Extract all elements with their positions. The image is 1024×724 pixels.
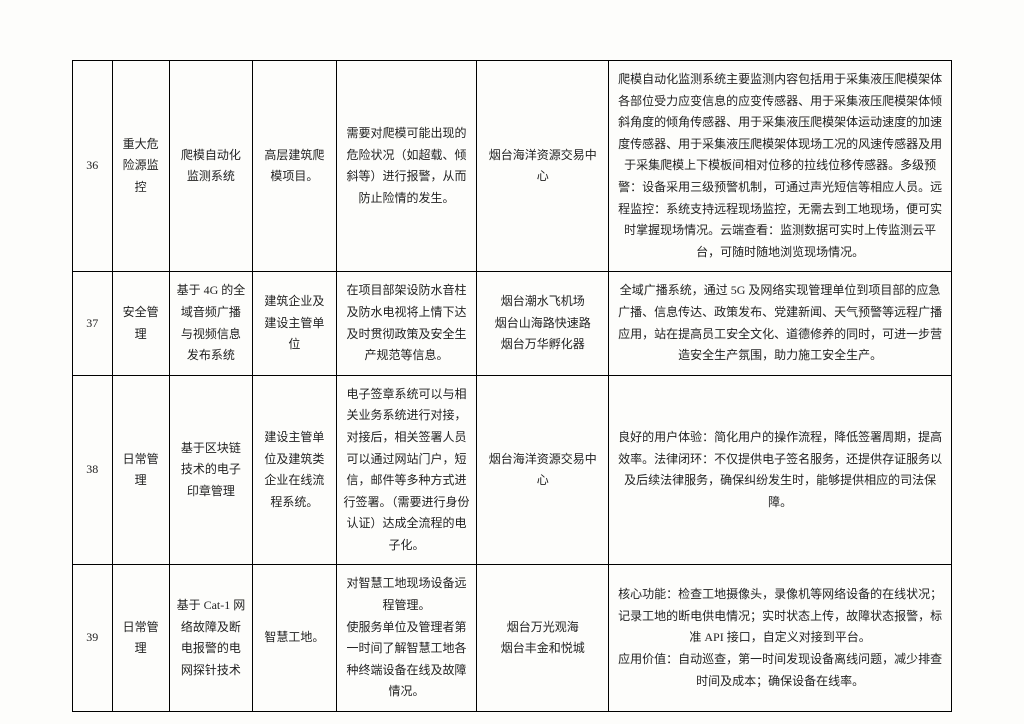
- cell-num: 38: [73, 375, 113, 565]
- table-row: 38 日常管理 基于区块链技术的电子印章管理 建设主管单位及建筑类企业在线流程系…: [73, 375, 952, 565]
- cell-function: 爬模自动化监测系统主要监测内容包括用于采集液压爬模架体各部位受力应变信息的应变传…: [609, 61, 952, 272]
- document-page: 36 重大危险源监控 爬模自动化监测系统 高层建筑爬模项目。 需要对爬模可能出现…: [0, 0, 1024, 724]
- cell-name: 基于 Cat-1 网络故障及断电报警的电网探针技术: [169, 565, 253, 712]
- cell-num: 37: [73, 272, 113, 375]
- cell-num: 36: [73, 61, 113, 272]
- cell-requirement: 需要对爬模可能出现的危险状况（如超载、倾斜等）进行报警，从而防止险情的发生。: [336, 61, 477, 272]
- cell-function: 核心功能：检查工地摄像头，录像机等网络设备的在线状况；记录工地的断电供电情况；实…: [609, 565, 952, 712]
- cell-project: 烟台海洋资源交易中心: [477, 375, 609, 565]
- cell-category: 安全管理: [112, 272, 169, 375]
- cell-project: 烟台海洋资源交易中心: [477, 61, 609, 272]
- cell-category: 重大危险源监控: [112, 61, 169, 272]
- cell-scope: 智慧工地。: [253, 565, 337, 712]
- cell-name: 基于区块链技术的电子印章管理: [169, 375, 253, 565]
- cell-requirement: 在项目部架设防水音柱及防水电视将上情下达及时贯彻政策及安全生产规范等信息。: [336, 272, 477, 375]
- cell-scope: 建筑企业及建设主管单位: [253, 272, 337, 375]
- cell-name: 基于 4G 的全域音频广播与视频信息发布系统: [169, 272, 253, 375]
- cell-scope: 高层建筑爬模项目。: [253, 61, 337, 272]
- cell-category: 日常管理: [112, 375, 169, 565]
- cell-requirement: 电子签章系统可以与相关业务系统进行对接，对接后，相关签署人员可以通过网站门户，短…: [336, 375, 477, 565]
- cell-name: 爬模自动化监测系统: [169, 61, 253, 272]
- cell-category: 日常管理: [112, 565, 169, 712]
- cell-project: 烟台潮水飞机场烟台山海路快速路烟台万华孵化器: [477, 272, 609, 375]
- cell-requirement: 对智慧工地现场设备远程管理。使服务单位及管理者第一时间了解智慧工地各种终端设备在…: [336, 565, 477, 712]
- cell-num: 39: [73, 565, 113, 712]
- cell-function: 良好的用户体验：简化用户的操作流程，降低签署周期，提高效率。法律闭环：不仅提供电…: [609, 375, 952, 565]
- cell-project: 烟台万光观海烟台丰金和悦城: [477, 565, 609, 712]
- table-row: 39 日常管理 基于 Cat-1 网络故障及断电报警的电网探针技术 智慧工地。 …: [73, 565, 952, 712]
- table-row: 37 安全管理 基于 4G 的全域音频广播与视频信息发布系统 建筑企业及建设主管…: [73, 272, 952, 375]
- cell-scope: 建设主管单位及建筑类企业在线流程系统。: [253, 375, 337, 565]
- cell-function: 全域广播系统，通过 5G 及网络实现管理单位到项目部的应急广播、信息传达、政策发…: [609, 272, 952, 375]
- data-table: 36 重大危险源监控 爬模自动化监测系统 高层建筑爬模项目。 需要对爬模可能出现…: [72, 60, 952, 712]
- table-row: 36 重大危险源监控 爬模自动化监测系统 高层建筑爬模项目。 需要对爬模可能出现…: [73, 61, 952, 272]
